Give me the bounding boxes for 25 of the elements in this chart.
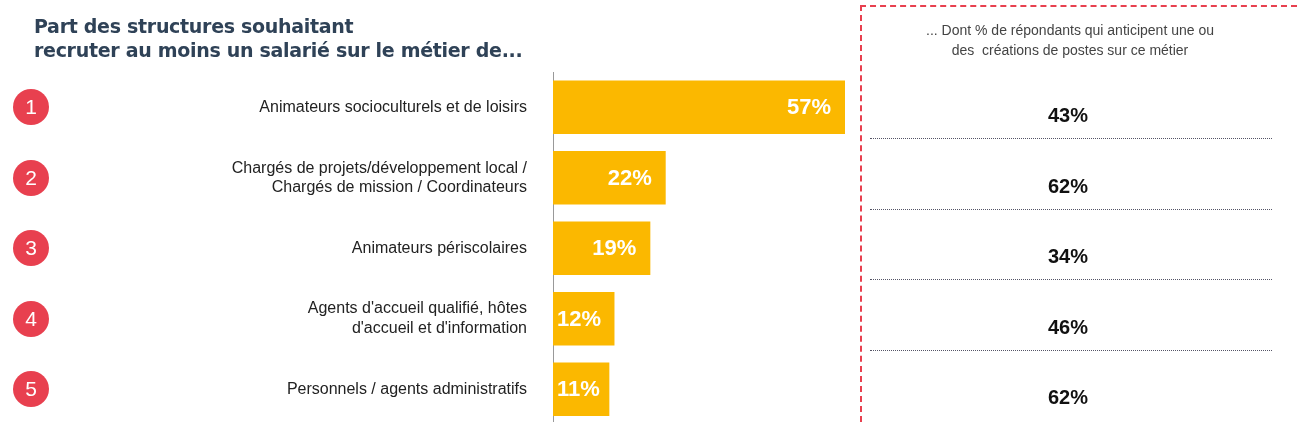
text: 43% (1047, 104, 1089, 128)
y-tick-label: Chargés de projets/développement local / Chargés de mission / Coordinateurs (231, 158, 528, 195)
circle-badge: 1 (13, 89, 49, 126)
circle-badge: 5 (13, 371, 49, 408)
data-label: 12% (556, 305, 602, 331)
circle-badge: 4 (13, 300, 49, 337)
y-tick-label: Animateurs socioculturels et de loisirs (259, 97, 527, 115)
text: Part des structures souhaitant recruter au moins un salarié sur le métier de... (34, 14, 523, 62)
y-tick-label: Personnels / agents administratifs (286, 379, 527, 397)
text: ... Dont % de répondants qui anticipent une ou des créations de postes sur ce métier (925, 21, 1215, 60)
text: 62% (1047, 174, 1089, 198)
data-label: 19% (592, 235, 637, 261)
data-label: 11% (556, 376, 600, 402)
data-label: 57% (786, 94, 831, 120)
data-label: 22% (607, 164, 652, 190)
bar (553, 221, 651, 275)
y-tick-label: Agents d'accueil qualifié, hôtes d'accueil et d'information (307, 299, 527, 336)
y-tick-label: Animateurs périscolaires (351, 238, 527, 256)
circle-badge: 2 (13, 159, 49, 196)
bar (553, 150, 666, 205)
text: 62% (1047, 386, 1089, 410)
bar (553, 80, 845, 135)
text: 34% (1047, 245, 1089, 269)
circle-badge: 3 (13, 230, 49, 267)
text: 46% (1047, 315, 1089, 339)
